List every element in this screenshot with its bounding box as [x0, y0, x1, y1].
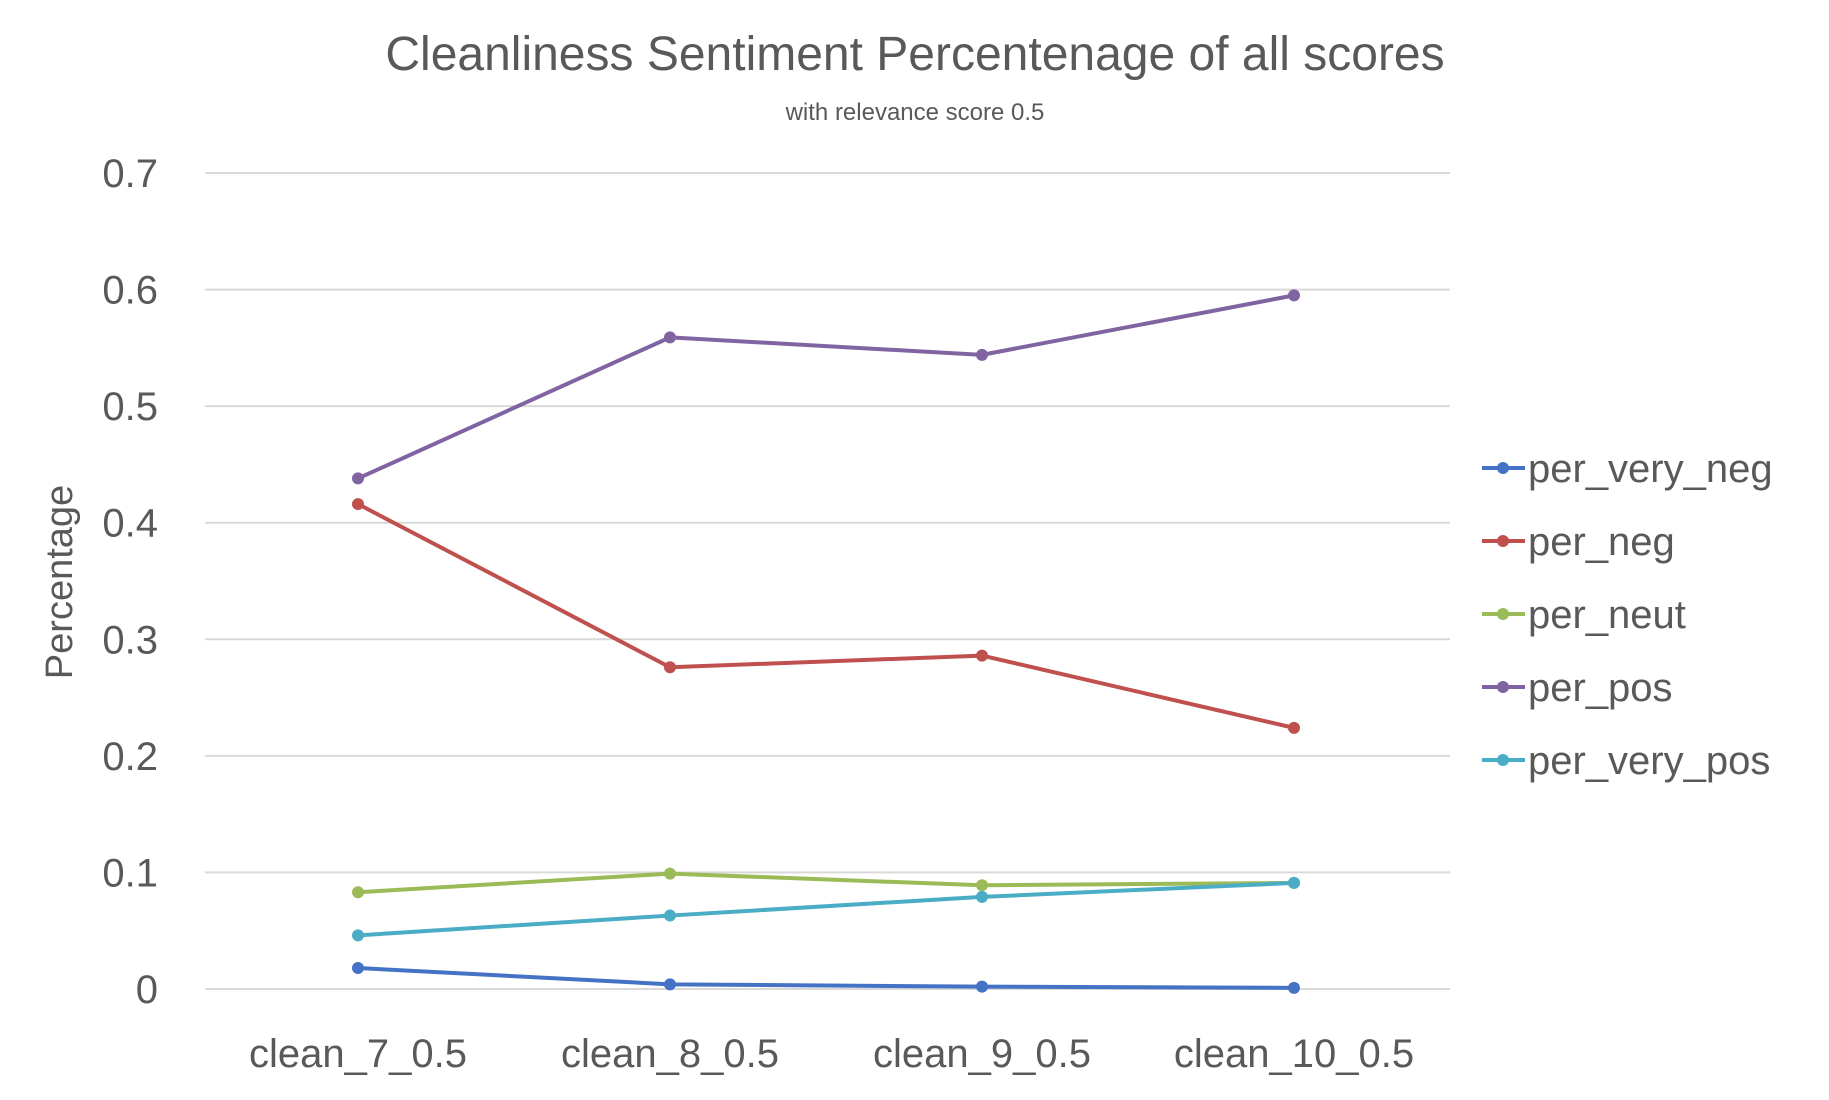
series-line	[357, 502, 1295, 730]
data-point	[976, 890, 988, 903]
data-point	[1288, 289, 1300, 302]
series-per_pos	[352, 289, 1300, 485]
legend-marker	[1497, 681, 1509, 693]
x-tick-label: clean_9_0.5	[873, 1032, 1091, 1076]
legend-label: per_neut	[1528, 593, 1686, 637]
series-line	[357, 871, 1295, 895]
chart-title: Cleanliness Sentiment Percentenage of al…	[385, 28, 1444, 81]
y-tick-label: 0.5	[102, 385, 158, 429]
y-tick-label: 0.4	[102, 502, 158, 546]
y-tick-label: 0.6	[102, 269, 158, 313]
data-point	[976, 879, 988, 892]
series-line	[357, 966, 1295, 990]
data-point	[976, 980, 988, 993]
legend-entry: per_very_neg	[1482, 447, 1773, 491]
chart-subtitle: with relevance score 0.5	[785, 99, 1045, 126]
data-point	[352, 886, 364, 899]
series-per_neg	[352, 498, 1300, 734]
series-lines	[352, 289, 1300, 994]
legend-entry: per_pos	[1482, 666, 1673, 710]
y-tick-label: 0.2	[102, 735, 158, 779]
data-point	[352, 498, 364, 511]
y-tick-label: 0.3	[102, 618, 158, 662]
legend-marker	[1497, 608, 1509, 620]
legend-entry: per_neg	[1482, 520, 1675, 564]
y-tick-label: 0.7	[102, 152, 158, 196]
data-point	[976, 649, 988, 662]
legend-entry: per_neut	[1482, 593, 1686, 637]
legend-label: per_pos	[1528, 666, 1673, 710]
data-point	[976, 348, 988, 361]
series-line	[357, 293, 1295, 481]
data-point	[352, 962, 364, 975]
legend-label: per_neg	[1528, 520, 1675, 564]
y-axis-ticks: 0 0.1 0.2 0.3 0.4 0.5 0.6 0.7	[102, 152, 158, 1012]
data-point	[664, 978, 676, 991]
gridlines	[205, 172, 1450, 990]
data-point	[664, 661, 676, 674]
legend-marker	[1497, 462, 1509, 474]
x-tick-label: clean_10_0.5	[1174, 1032, 1414, 1076]
series-per_very_neg	[352, 962, 1300, 994]
y-tick-label: 0	[136, 968, 158, 1012]
legend-entry: per_very_pos	[1482, 739, 1770, 783]
y-axis-label: Percentage	[39, 485, 81, 679]
legend-label: per_very_pos	[1528, 739, 1770, 783]
series-per_very_pos	[352, 876, 1300, 942]
x-axis-ticks: clean_7_0.5 clean_8_0.5 clean_9_0.5 clean_1…	[249, 1032, 1414, 1076]
legend-marker	[1497, 754, 1509, 766]
series-line	[357, 880, 1295, 938]
x-tick-label: clean_7_0.5	[249, 1032, 467, 1076]
y-tick-label: 0.1	[102, 851, 158, 895]
data-point	[1288, 981, 1300, 994]
legend-marker	[1497, 535, 1509, 547]
data-point	[664, 909, 676, 922]
data-point	[352, 929, 364, 942]
data-point	[664, 331, 676, 344]
data-point	[1288, 721, 1300, 734]
data-point	[352, 472, 364, 485]
data-point	[1288, 876, 1300, 889]
legend-label: per_very_neg	[1528, 447, 1773, 491]
legend: per_very_neg per_neg per_neut per_pos per_ve…	[1482, 447, 1773, 783]
data-point	[664, 867, 676, 880]
x-tick-label: clean_8_0.5	[561, 1032, 779, 1076]
